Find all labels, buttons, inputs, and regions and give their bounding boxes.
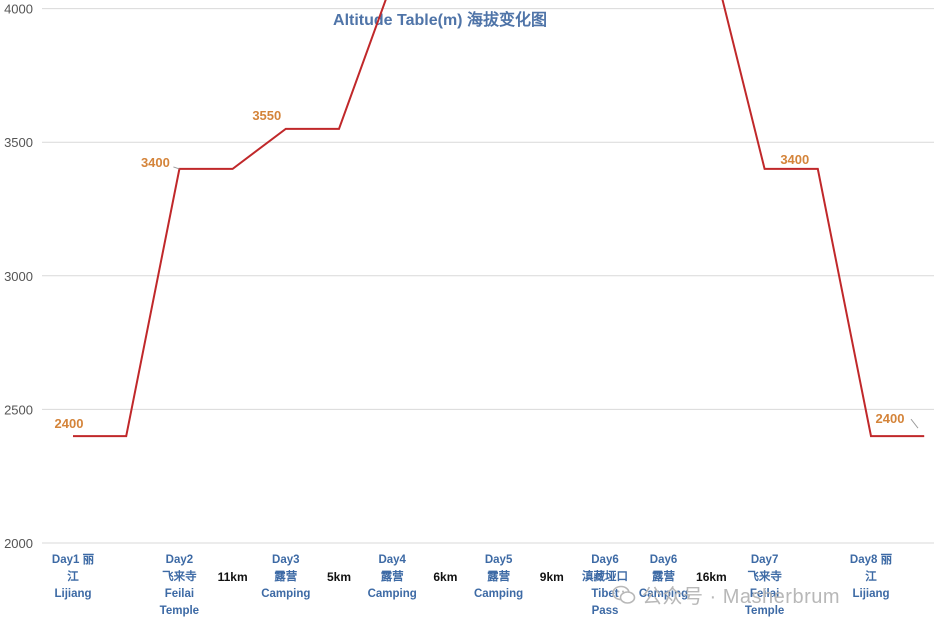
data-label: 2400 bbox=[55, 416, 84, 431]
x-category-label-line: Day4 bbox=[378, 554, 406, 566]
data-label: 3400 bbox=[141, 155, 170, 170]
x-category-label: Day8 丽江 Lijiang bbox=[835, 552, 907, 603]
x-category-label-line: Day5 bbox=[484, 554, 513, 566]
x-category-label-line: 露营 bbox=[274, 571, 298, 583]
distance-label: 16km bbox=[696, 570, 727, 584]
x-category-label-line: Feilai bbox=[749, 588, 780, 600]
x-category-label-line: Day8 丽 bbox=[849, 554, 893, 566]
x-category-label-line: Camping bbox=[261, 588, 311, 600]
label-leader-line bbox=[910, 418, 919, 429]
x-category-label-line: Day3 bbox=[272, 554, 300, 566]
x-category-label-line: 飞来寺 bbox=[162, 571, 197, 583]
x-category-label-line: Day6 bbox=[649, 554, 678, 566]
x-category-label-line: 滇藏垭口 bbox=[582, 571, 628, 583]
label-leader-line bbox=[173, 166, 180, 170]
distance-label: 5km bbox=[326, 570, 352, 584]
distance-label: 9km bbox=[539, 570, 564, 584]
data-label: 3400 bbox=[780, 152, 809, 167]
x-category-label-line: Lijiang bbox=[852, 588, 890, 600]
x-category-label-line: Day1 丽 bbox=[51, 554, 95, 566]
data-label: 3550 bbox=[252, 108, 281, 123]
watermark: 公众号 · Masherbrum bbox=[612, 580, 840, 609]
x-category-label-line: Feilai bbox=[164, 588, 195, 600]
x-category-label-line: Day2 bbox=[165, 554, 194, 566]
y-tick-label: 4000 bbox=[4, 2, 33, 17]
x-category-label: Day5 露营 Camping bbox=[463, 552, 535, 603]
x-category-label-line: Pass bbox=[591, 605, 619, 617]
x-category-label: Day2 飞来寺 Feilai Temple bbox=[143, 552, 215, 620]
x-category-label-line: Tibet bbox=[591, 588, 619, 600]
x-category-label-line: 江 bbox=[865, 571, 877, 583]
data-label: 2400 bbox=[876, 411, 905, 426]
x-category-label: Day3 露营 Camping bbox=[250, 552, 322, 603]
x-category-label-line: Temple bbox=[744, 605, 785, 617]
x-category-label-line: 露营 bbox=[487, 571, 511, 583]
chart-title: Altitude Table(m) 海拔变化图 bbox=[333, 12, 547, 29]
x-category-label: Day1 丽江 Lijiang bbox=[37, 552, 109, 603]
x-category-label: Day7 飞来寺 Feilai Temple bbox=[729, 552, 801, 620]
x-category-label: Day4 露营 Camping bbox=[356, 552, 428, 603]
x-category-label-line: 露营 bbox=[652, 571, 676, 583]
distance-label: 6km bbox=[433, 570, 458, 584]
y-tick-label: 2000 bbox=[4, 536, 33, 551]
x-category-label-line: Lijiang bbox=[54, 588, 92, 600]
x-category-label-line: Camping bbox=[367, 588, 417, 600]
x-category-label-line: Camping bbox=[473, 588, 524, 600]
wechat-icon bbox=[612, 585, 636, 604]
x-category-label-line: Temple bbox=[159, 605, 200, 617]
y-tick-label: 3000 bbox=[4, 269, 33, 284]
altitude-series-line bbox=[73, 0, 925, 438]
x-category-label-line: 露营 bbox=[380, 571, 404, 583]
y-tick-label: 3500 bbox=[4, 135, 33, 150]
x-category-label-line: Day6 bbox=[591, 554, 619, 566]
x-category-label-line: 飞来寺 bbox=[747, 571, 782, 583]
y-tick-label: 2500 bbox=[4, 402, 33, 417]
x-category-label: Day6 露营 Camping bbox=[628, 552, 700, 603]
distance-label: 11km bbox=[217, 570, 248, 584]
watermark-text: 公众号 · Masherbrum bbox=[642, 586, 841, 608]
x-category-label-line: Day7 bbox=[750, 554, 779, 566]
x-category-label-line: Camping bbox=[638, 588, 689, 600]
x-category-label-line: 江 bbox=[67, 571, 79, 583]
x-category-label: Day6 滇藏垭口 Tibet Pass bbox=[569, 552, 641, 620]
